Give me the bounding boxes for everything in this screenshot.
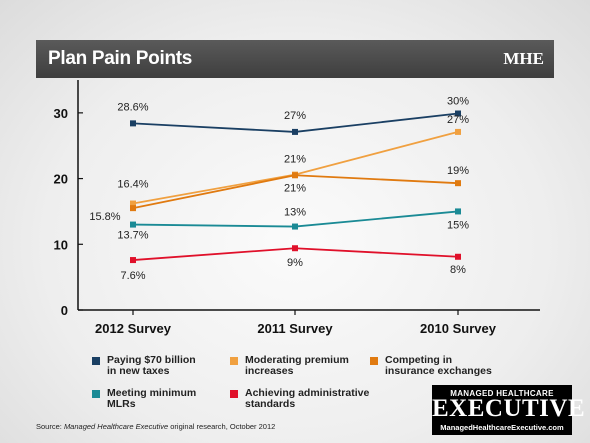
data-label: 15.8% bbox=[89, 211, 120, 223]
data-point bbox=[292, 172, 298, 179]
x-tick-label: 2010 Survey bbox=[420, 321, 497, 336]
data-label: 27% bbox=[284, 110, 306, 122]
legend-label: Paying $70 billion in new taxes bbox=[107, 354, 196, 377]
legend-swatch bbox=[92, 390, 100, 398]
data-point bbox=[455, 253, 461, 260]
legend-label: Moderating premium increases bbox=[245, 354, 349, 377]
y-tick-label: 30 bbox=[54, 106, 68, 121]
data-point bbox=[130, 120, 136, 127]
legend-entry: Moderating premium increases bbox=[230, 355, 349, 376]
data-label: 21% bbox=[284, 182, 306, 194]
chart-header: Plan Pain Points MHE bbox=[36, 40, 554, 78]
data-label: 27% bbox=[447, 114, 469, 126]
brand-url: ManagedHealthcareExecutive.com bbox=[440, 423, 564, 432]
data-label: 13% bbox=[284, 207, 306, 219]
data-label: 8% bbox=[450, 264, 466, 276]
legend-swatch bbox=[92, 357, 100, 365]
data-label: 7.6% bbox=[120, 270, 145, 282]
x-tick-label: 2012 Survey bbox=[95, 321, 172, 336]
legend-swatch bbox=[230, 390, 238, 398]
legend-swatch bbox=[370, 357, 378, 365]
data-label: 15% bbox=[447, 219, 469, 231]
data-label: 16.4% bbox=[117, 179, 148, 191]
data-point bbox=[455, 208, 461, 215]
data-label: 28.6% bbox=[117, 101, 148, 113]
data-point bbox=[292, 245, 298, 252]
source-publication: Managed Healthcare Executive bbox=[63, 422, 169, 431]
legend-label: Achieving administrative standards bbox=[245, 387, 370, 410]
y-tick-label: 10 bbox=[54, 237, 68, 252]
data-label: 21% bbox=[284, 154, 306, 166]
legend-entry: Paying $70 billion in new taxes bbox=[92, 355, 196, 376]
chart-title: Plan Pain Points bbox=[48, 48, 193, 69]
y-tick-label: 20 bbox=[54, 172, 68, 187]
legend-label: Competing in insurance exchanges bbox=[385, 354, 492, 377]
data-point bbox=[292, 128, 298, 135]
legend-swatch bbox=[230, 357, 238, 365]
data-point bbox=[130, 200, 136, 207]
source-prefix: Source: bbox=[36, 422, 64, 431]
data-point bbox=[455, 128, 461, 135]
data-point bbox=[455, 110, 461, 117]
y-tick-label: 0 bbox=[61, 303, 68, 318]
data-label: 19% bbox=[447, 165, 469, 177]
data-label: 30% bbox=[447, 96, 469, 108]
legend-entry: Meeting minimum MLRs bbox=[92, 388, 196, 409]
data-label: 9% bbox=[287, 257, 303, 269]
brand-line1: MANAGED HEALTHCARE bbox=[450, 389, 554, 398]
brand-line2: EXECUTIVE bbox=[432, 395, 586, 422]
source-suffix: original research, October 2012 bbox=[168, 422, 276, 431]
data-point bbox=[130, 205, 136, 212]
brand-logo: MANAGED HEALTHCARE EXECUTIVE ManagedHeal… bbox=[432, 385, 586, 435]
legend-entry: Achieving administrative standards bbox=[230, 388, 369, 409]
data-label: 13.7% bbox=[117, 230, 148, 242]
legend-entry: Competing in insurance exchanges bbox=[370, 355, 492, 376]
mhe-logo: MHE bbox=[503, 49, 544, 68]
data-point bbox=[292, 223, 298, 230]
x-tick-label: 2011 Survey bbox=[257, 321, 333, 336]
legend-label: Meeting minimum MLRs bbox=[107, 387, 197, 410]
data-point bbox=[455, 180, 461, 187]
source-note: Source: Managed Healthcare Executive ori… bbox=[36, 422, 275, 431]
data-point bbox=[130, 257, 136, 264]
data-point bbox=[130, 221, 136, 228]
